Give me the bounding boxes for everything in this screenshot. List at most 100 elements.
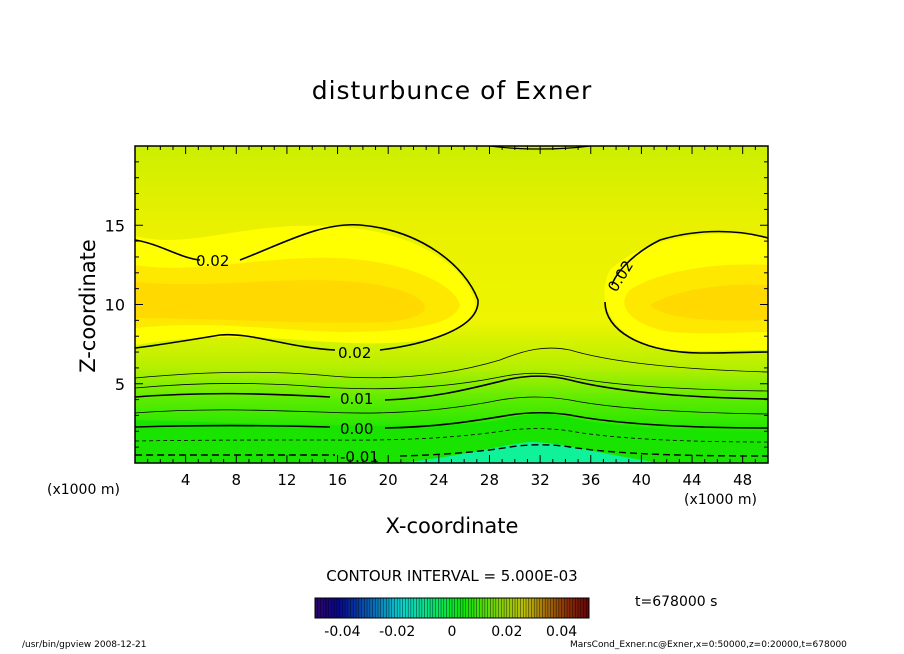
colorbar-segment [386,598,390,618]
x-tick-label: 24 [429,471,448,489]
colorbar-segment [364,598,368,618]
colorbar-segment [536,598,540,618]
colorbar-segment [345,598,349,618]
colorbar-segment [558,598,562,618]
colorbar-segment [323,598,327,618]
colorbar-segment [361,598,365,618]
colorbar-tick-label: -0.02 [379,624,415,640]
contour-label: 0.00 [340,420,373,438]
colorbar-segment [419,598,423,618]
y-tick-label: 10 [105,296,125,315]
colorbar-segment [512,598,516,618]
colorbar-segment [545,598,549,618]
colorbar-segment [553,598,557,618]
colorbar-segment [328,598,332,618]
colorbar-tick-label: -0.04 [324,624,360,640]
x-tick-label: 48 [733,471,752,489]
colorbar-segment [523,598,527,618]
colorbar-segment [443,598,447,618]
colorbar-segment [380,598,384,618]
colorbar-segment [583,598,587,618]
colorbar-segment [520,598,524,618]
colorbar-segment [506,598,510,618]
colorbar-segment [515,598,519,618]
colorbar-segment [501,598,505,618]
colorbar-segment [556,598,560,618]
colorbar-segment [578,598,582,618]
colorbar-segment [567,598,571,618]
colorbar-segment [564,598,568,618]
x-tick-label: 20 [379,471,398,489]
colorbar-segment [438,598,442,618]
colorbar-segment [460,598,464,618]
colorbar-segment [397,598,401,618]
colorbar-segment [482,598,486,618]
colorbar-segment [476,598,480,618]
colorbar-segment [550,598,554,618]
colorbar-segment [468,598,472,618]
colorbar-segment [394,598,398,618]
colorbar-segment [517,598,521,618]
colorbar-segment [421,598,425,618]
colorbar-segment [413,598,417,618]
contour-line-m0005 [135,428,768,443]
colorbar-segment [531,598,535,618]
contour-lines [135,146,768,457]
y-tick-label: 5 [115,375,125,394]
colorbar-segment [504,598,508,618]
colorbar-segment [430,598,434,618]
contour-line-001a [135,372,768,392]
colorbar-segment [525,598,530,618]
contour-label: 0.01 [340,390,373,408]
colorbar-segment [367,598,371,618]
colorbar-segment [539,598,543,618]
colorbar-segment [572,598,576,618]
colorbar-segment [339,598,343,618]
colorbar-segment [315,598,319,618]
contour-line-002-left [135,223,479,351]
contour-interval: CONTOUR INTERVAL = 5.000E-03 [326,567,578,585]
colorbar-segment [441,598,445,618]
colorbar-segment [336,598,340,618]
colorbar-segment [528,598,532,618]
colorbar-segment [465,598,469,618]
colorbar-segment [342,598,346,618]
contour-line-m001 [135,444,768,457]
colorbar-segment [369,598,373,618]
colorbar-segment [457,598,461,618]
x-tick-label: 12 [277,471,296,489]
colorbar-segment [498,598,502,618]
contour-fill [135,146,768,463]
colorbar-segment [356,598,360,618]
colorbar-segment [402,598,406,618]
y-axis-ticks: 5 10 15 [105,161,768,448]
colorbar-tick-label: 0 [448,624,457,640]
x-tick-label: 44 [682,471,701,489]
colorbar-segment [353,598,357,618]
colorbar-segment [446,598,450,618]
contour-label: 0.02 [338,344,371,362]
colorbar-segment [350,598,354,618]
colorbar-segment [542,598,546,618]
colorbar-tick-label: 0.04 [546,624,577,640]
footer-right: MarsCond_Exner.nc@Exner,x=0:50000,z=0:20… [570,640,847,650]
colorbar-segment [569,598,573,618]
colorbar-segment [416,598,420,618]
chart-title: disturbunce of Exner [311,76,593,105]
colorbar-segment [391,598,395,618]
colorbar [314,598,590,618]
colorbar-segment [399,598,403,618]
colorbar-segment [449,598,453,618]
colorbar-segment [479,598,483,618]
colorbar-frame [314,597,590,619]
colorbar-segment [325,598,329,618]
contour-line-0005 [135,396,768,415]
x-tick-label: 36 [581,471,600,489]
colorbar-segment [495,598,499,618]
colorbar-segment [471,598,475,618]
y-tick-label: 15 [105,216,125,235]
x-unit-right: (x1000 m) [684,492,757,508]
colorbar-segment [317,598,321,618]
x-unit-left: (x1000 m) [47,482,120,498]
